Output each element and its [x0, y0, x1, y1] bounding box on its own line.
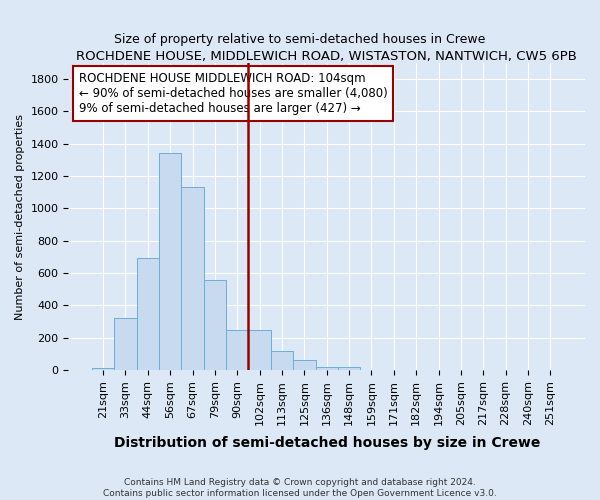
Text: Contains HM Land Registry data © Crown copyright and database right 2024.
Contai: Contains HM Land Registry data © Crown c…: [103, 478, 497, 498]
Bar: [204, 280, 226, 370]
Bar: [338, 367, 360, 370]
Y-axis label: Number of semi-detached properties: Number of semi-detached properties: [15, 114, 25, 320]
Bar: [92, 368, 114, 370]
Bar: [226, 330, 248, 370]
X-axis label: Distribution of semi-detached houses by size in Crewe: Distribution of semi-detached houses by …: [113, 436, 540, 450]
Bar: [248, 330, 271, 370]
Text: ROCHDENE HOUSE MIDDLEWICH ROAD: 104sqm
← 90% of semi-detached houses are smaller: ROCHDENE HOUSE MIDDLEWICH ROAD: 104sqm ←…: [79, 72, 388, 115]
Bar: [293, 360, 316, 370]
Bar: [316, 367, 338, 370]
Bar: [159, 152, 181, 370]
Bar: [114, 318, 137, 370]
Bar: [181, 188, 204, 370]
Bar: [271, 350, 293, 370]
Bar: [137, 258, 159, 370]
Text: Size of property relative to semi-detached houses in Crewe: Size of property relative to semi-detach…: [115, 32, 485, 46]
Title: ROCHDENE HOUSE, MIDDLEWICH ROAD, WISTASTON, NANTWICH, CW5 6PB: ROCHDENE HOUSE, MIDDLEWICH ROAD, WISTAST…: [76, 50, 577, 63]
